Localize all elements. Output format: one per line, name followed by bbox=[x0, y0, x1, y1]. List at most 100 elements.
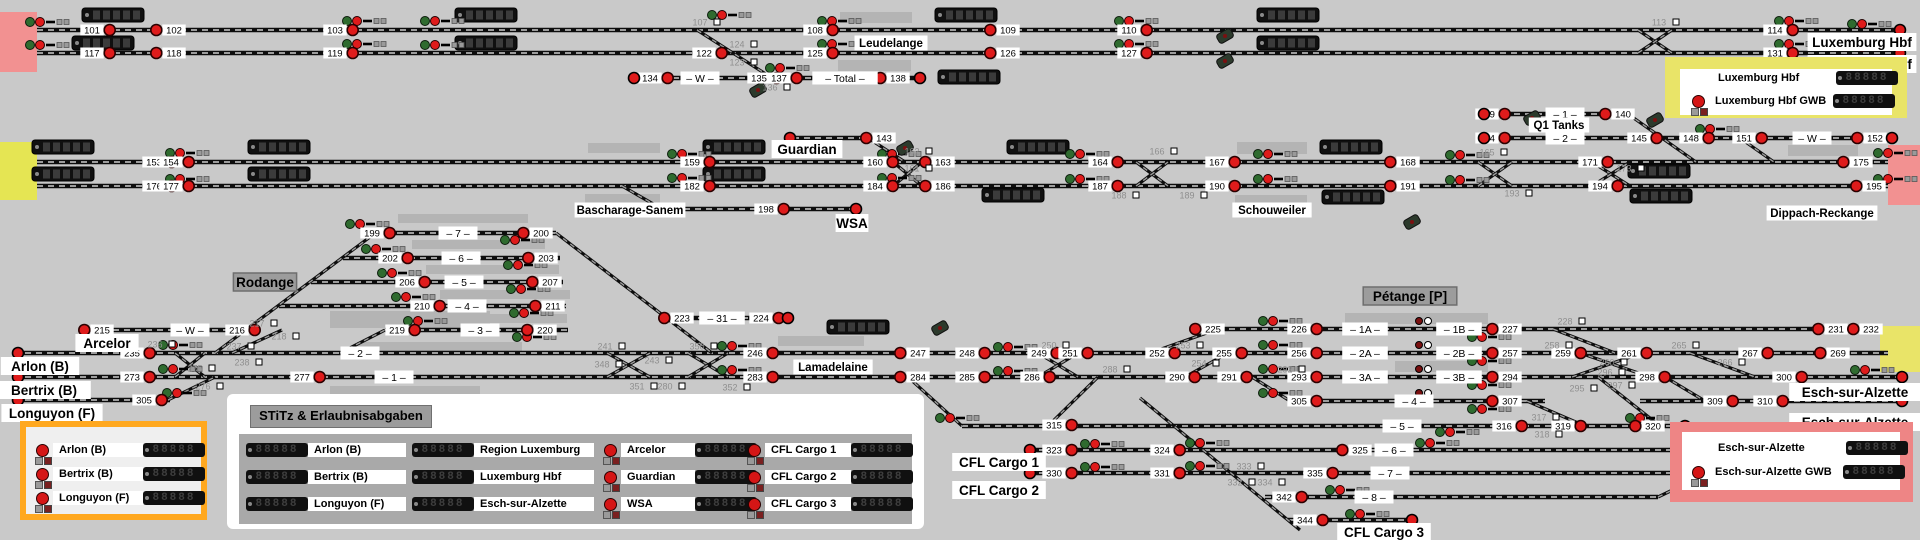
route-marker-173[interactable]: 173 bbox=[1616, 164, 1645, 174]
signal-331[interactable]: 331 bbox=[1150, 466, 1186, 480]
signal-235[interactable]: 235 bbox=[120, 346, 156, 360]
train-describer[interactable]: 88888 bbox=[143, 443, 205, 457]
signal-246[interactable]: 246 bbox=[743, 346, 780, 360]
signal-269[interactable]: 269 bbox=[1814, 346, 1850, 360]
signal-293[interactable]: 293 bbox=[1287, 370, 1323, 384]
signal-head[interactable] bbox=[158, 364, 203, 374]
route-marker-333[interactable]: 333 bbox=[1236, 462, 1265, 472]
signal-286[interactable]: 286 bbox=[1020, 370, 1056, 384]
train-describer[interactable] bbox=[1627, 163, 1691, 179]
signal-head[interactable] bbox=[1253, 174, 1298, 184]
route-marker-250[interactable]: 250 bbox=[1041, 341, 1070, 351]
signal-226[interactable]: 226 bbox=[1287, 322, 1323, 336]
signal-head[interactable] bbox=[717, 365, 762, 375]
train-describer[interactable] bbox=[702, 139, 766, 155]
dwarf-signal[interactable] bbox=[1415, 341, 1432, 349]
route-marker-253[interactable]: 253 bbox=[1175, 341, 1204, 351]
route-signal-dot[interactable] bbox=[603, 497, 620, 519]
train-describer[interactable] bbox=[1006, 139, 1070, 155]
route-marker-334[interactable]: 334 bbox=[1257, 478, 1286, 488]
signal-335[interactable]: 335 bbox=[1303, 466, 1339, 480]
signal-134[interactable]: 134 bbox=[638, 71, 675, 85]
signal-309[interactable]: 309 bbox=[1703, 394, 1739, 408]
route-marker-241[interactable]: 241 bbox=[597, 342, 626, 352]
signal-257[interactable]: 257 bbox=[1486, 346, 1522, 360]
signal-267[interactable]: 267 bbox=[1738, 346, 1774, 360]
signal-325[interactable]: 325 bbox=[1336, 443, 1372, 457]
route-marker-297[interactable]: 297 bbox=[1607, 381, 1636, 391]
route-marker-217[interactable]: 217 bbox=[249, 319, 278, 329]
signal-255[interactable]: 255 bbox=[1212, 346, 1248, 360]
signal-291[interactable]: 291 bbox=[1217, 370, 1253, 384]
route-marker-265[interactable]: 265 bbox=[1671, 341, 1700, 351]
signal-307[interactable]: 307 bbox=[1486, 394, 1522, 408]
route-marker-351[interactable]: 351 bbox=[629, 382, 658, 392]
signal-231[interactable]: 231 bbox=[1812, 322, 1848, 336]
signal-head[interactable] bbox=[500, 235, 545, 245]
signal-head[interactable] bbox=[1625, 413, 1670, 423]
train-describer[interactable] bbox=[934, 7, 998, 23]
signal-head[interactable] bbox=[1080, 439, 1125, 449]
route-marker-165[interactable]: 165 bbox=[1479, 148, 1508, 158]
track-segment[interactable] bbox=[606, 351, 651, 379]
signal-305[interactable]: 305 bbox=[132, 393, 168, 407]
signal-head[interactable] bbox=[1695, 124, 1740, 134]
signal-285[interactable]: 285 bbox=[955, 370, 992, 384]
route-signal-dot[interactable] bbox=[747, 497, 764, 519]
train-describer[interactable] bbox=[1629, 188, 1693, 204]
dwarf-signal[interactable] bbox=[1415, 317, 1432, 325]
signal-191[interactable]: 191 bbox=[1384, 179, 1420, 193]
signal-head[interactable] bbox=[342, 39, 387, 49]
route-marker-350[interactable]: 350 bbox=[689, 342, 718, 352]
route-marker-107[interactable]: 107 bbox=[692, 18, 721, 28]
signal-102[interactable]: 102 bbox=[150, 23, 186, 37]
signal-277[interactable]: 277 bbox=[290, 370, 327, 384]
signal-head[interactable] bbox=[993, 342, 1038, 352]
signal-head[interactable] bbox=[1415, 438, 1460, 448]
route-marker-161[interactable]: 161 bbox=[904, 164, 933, 174]
signal-194[interactable]: 194 bbox=[1588, 179, 1624, 193]
signal-head[interactable] bbox=[1445, 150, 1490, 160]
signal-198[interactable]: 198 bbox=[754, 202, 791, 216]
train-describer[interactable] bbox=[247, 166, 311, 182]
route-marker-193[interactable]: 193 bbox=[1504, 189, 1533, 199]
signal-159[interactable]: 159 bbox=[680, 155, 717, 169]
dwarf-signal[interactable] bbox=[1415, 365, 1432, 373]
route-marker-258[interactable]: 258 bbox=[1544, 341, 1573, 351]
signal-head[interactable] bbox=[391, 292, 436, 302]
train-describer[interactable] bbox=[981, 187, 1045, 203]
signal-head[interactable] bbox=[1258, 340, 1303, 350]
route-marker-260[interactable]: 260 bbox=[1599, 358, 1628, 368]
signal-227[interactable]: 227 bbox=[1486, 322, 1522, 336]
signal-315[interactable]: 315 bbox=[1042, 418, 1078, 432]
signal-head[interactable] bbox=[1774, 16, 1819, 26]
signal-head[interactable] bbox=[420, 40, 465, 50]
signal-168[interactable]: 168 bbox=[1384, 155, 1420, 169]
signal-219[interactable]: 219 bbox=[385, 323, 422, 337]
signal-294[interactable]: 294 bbox=[1486, 370, 1522, 384]
signal-261[interactable]: 261 bbox=[1617, 346, 1653, 360]
signal-310[interactable]: 310 bbox=[1753, 394, 1789, 408]
signal-head[interactable] bbox=[158, 340, 203, 350]
signal-186[interactable]: 186 bbox=[918, 179, 955, 193]
train-describer[interactable]: 88888 bbox=[695, 443, 757, 457]
signal-215[interactable]: 215 bbox=[78, 323, 114, 337]
train-describer[interactable]: 88888 bbox=[143, 491, 205, 505]
route-signal-dot[interactable] bbox=[1691, 465, 1708, 487]
signal-head[interactable] bbox=[765, 63, 810, 73]
signal-118[interactable]: 118 bbox=[150, 46, 186, 60]
train-describer[interactable] bbox=[1256, 35, 1320, 51]
signal-head[interactable] bbox=[25, 17, 70, 27]
signal-114[interactable]: 114 bbox=[1763, 23, 1799, 37]
train-describer[interactable]: 88888 bbox=[695, 497, 757, 511]
signal-119[interactable]: 119 bbox=[323, 46, 360, 60]
signal-167[interactable]: 167 bbox=[1205, 155, 1241, 169]
signal-330[interactable]: 330 bbox=[1042, 466, 1078, 480]
train-describer[interactable]: 88888 bbox=[412, 497, 474, 511]
signal-head[interactable] bbox=[165, 148, 210, 158]
signal-143[interactable]: 143 bbox=[859, 131, 896, 145]
train-describer[interactable]: 88888 bbox=[851, 497, 913, 511]
signal-head[interactable] bbox=[403, 316, 448, 326]
signal-head[interactable] bbox=[1065, 174, 1110, 184]
signal-187[interactable]: 187 bbox=[1088, 179, 1124, 193]
